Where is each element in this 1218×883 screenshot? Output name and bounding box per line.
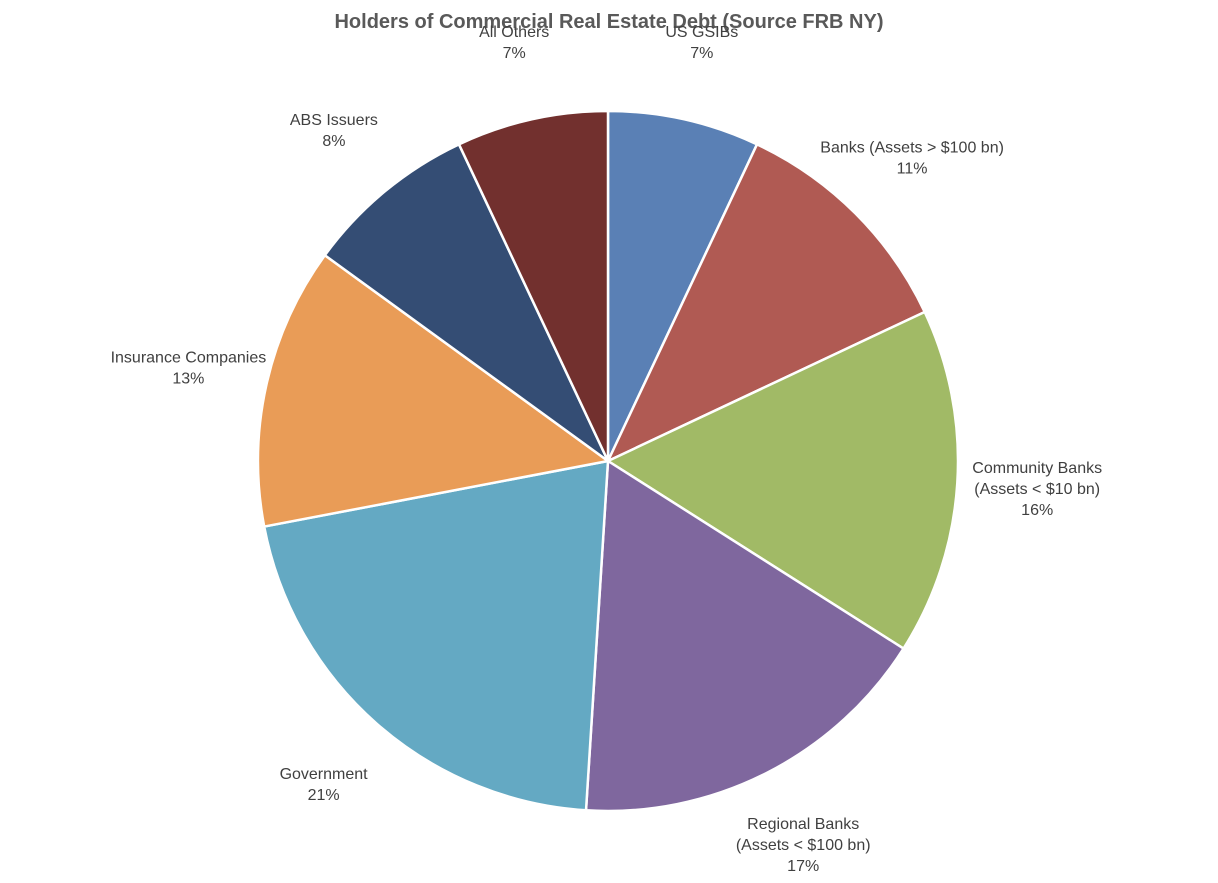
slice-name-label: Government [280,766,369,783]
slice-value-label: 21% [308,787,340,804]
slice-name-label: (Assets < $100 bn) [736,837,871,854]
slice-label-insurance-companies: Insurance Companies 13% [111,350,267,388]
pie-slice-banks-assets-100-bn [606,143,926,463]
slice-name-label: All Others [479,24,549,41]
slice-value-label: 13% [172,371,204,388]
pie-labels: US GSIBs 7% Banks (Assets > $100 bn) 11% Com… [111,24,1103,875]
slice-label-banks-assets-100-bn: Banks (Assets > $100 bn) 11% [820,139,1004,177]
pie-slice-us-gsibs [606,109,759,463]
slice-label-abs-issuers: ABS Issuers 8% [290,112,378,150]
pie-slice-community-banks-assets-10-bn [606,310,960,650]
pie-slice-all-others [457,109,610,463]
slice-name-label: Insurance Companies [111,350,267,367]
slice-label-community-banks-assets-10-bn: Community Banks (Assets < $10 bn) 16% [972,460,1102,519]
slice-label-government: Government 21% [280,766,369,804]
slice-label-regional-banks-assets-100-bn: Regional Banks (Assets < $100 bn) 17% [736,816,871,875]
slice-name-label: ABS Issuers [290,112,378,129]
slice-name-label: US GSIBs [665,24,738,41]
slice-name-label: Community Banks [972,460,1102,477]
slice-value-label: 7% [503,45,526,62]
slice-value-label: 17% [787,858,819,875]
slice-name-label: Regional Banks [747,816,859,833]
pie-slices [256,109,960,813]
slice-label-us-gsibs: US GSIBs 7% [665,24,738,62]
slice-label-all-others: All Others 7% [479,24,549,62]
slice-name-label: Banks (Assets > $100 bn) [820,139,1004,156]
slice-value-label: 8% [322,133,345,150]
pie-slice-insurance-companies [256,254,610,528]
slice-value-label: 7% [690,45,713,62]
pie-slice-government [262,459,610,812]
slice-value-label: 16% [1021,502,1053,519]
pie-slice-regional-banks-assets-100-bn [584,459,905,813]
pie-slice-abs-issuers [323,143,610,463]
chart-title: Holders of Commercial Real Estate Debt (… [334,11,883,33]
slice-value-label: 11% [897,160,928,177]
slice-name-label: (Assets < $10 bn) [974,481,1100,498]
